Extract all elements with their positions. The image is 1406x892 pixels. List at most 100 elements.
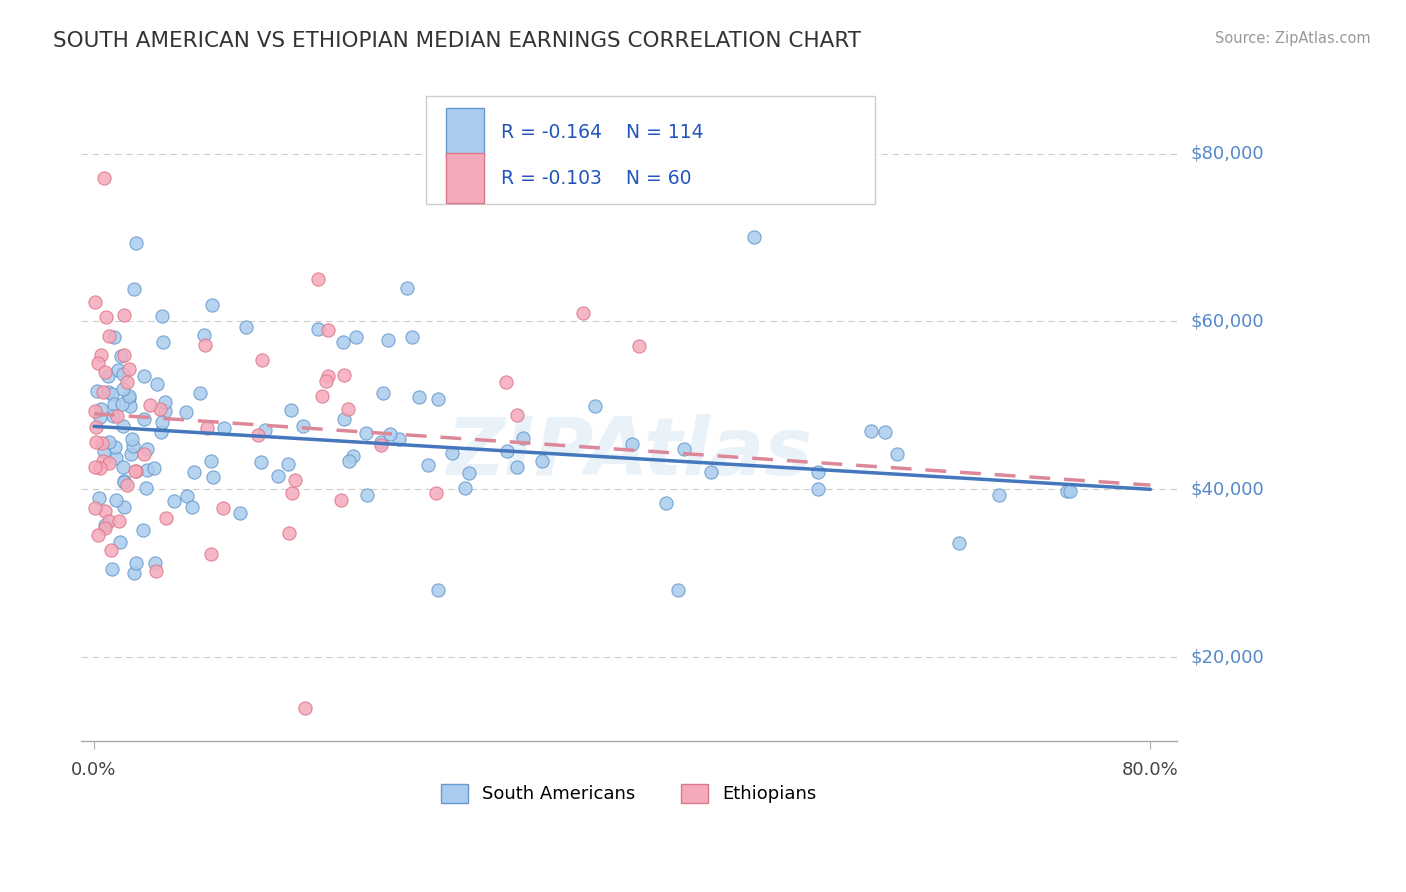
- Point: [86, 356, 108, 370]
- Point: [201, 297, 224, 311]
- Point: [155, 394, 177, 409]
- Point: [337, 454, 360, 468]
- Point: [284, 473, 307, 487]
- Point: [101, 386, 124, 401]
- Point: [98, 435, 121, 450]
- Point: [277, 457, 299, 471]
- Point: [112, 367, 135, 381]
- Point: [333, 368, 356, 383]
- Text: R = -0.103    N = 60: R = -0.103 N = 60: [501, 169, 692, 187]
- Point: [176, 404, 198, 418]
- Point: [87, 528, 110, 542]
- Point: [416, 458, 439, 473]
- Point: [180, 500, 202, 514]
- Point: [356, 425, 378, 440]
- Point: [97, 384, 120, 399]
- Point: [699, 465, 721, 479]
- Text: ZIPAtlas: ZIPAtlas: [446, 414, 811, 492]
- Point: [114, 474, 136, 488]
- Point: [121, 432, 143, 446]
- Point: [307, 322, 329, 336]
- Point: [118, 389, 141, 403]
- Point: [118, 399, 141, 413]
- Point: [496, 444, 519, 458]
- Point: [458, 466, 481, 480]
- Point: [150, 309, 173, 323]
- Point: [125, 236, 148, 251]
- Point: [371, 386, 394, 401]
- Point: [342, 449, 364, 463]
- Point: [212, 421, 235, 435]
- Point: [163, 494, 186, 508]
- Point: [84, 294, 107, 309]
- Point: [806, 482, 828, 496]
- Point: [200, 547, 222, 561]
- Point: [103, 397, 125, 411]
- Point: [621, 437, 644, 451]
- Point: [396, 281, 419, 295]
- Point: [408, 390, 430, 404]
- Point: [377, 333, 399, 347]
- FancyBboxPatch shape: [446, 153, 484, 202]
- Point: [315, 374, 337, 388]
- Point: [316, 322, 339, 336]
- Point: [441, 446, 464, 460]
- Point: [90, 401, 112, 416]
- Point: [281, 486, 304, 500]
- Point: [87, 491, 110, 505]
- Point: [427, 392, 450, 407]
- Point: [267, 469, 290, 483]
- Point: [201, 470, 224, 484]
- Point: [132, 523, 155, 537]
- Point: [512, 431, 534, 445]
- Point: [93, 517, 115, 532]
- Point: [94, 521, 117, 535]
- Point: [90, 348, 112, 362]
- Point: [122, 566, 145, 581]
- Point: [235, 320, 257, 334]
- Point: [117, 391, 139, 405]
- Point: [103, 330, 125, 344]
- Point: [672, 442, 695, 456]
- Point: [84, 404, 107, 418]
- Point: [112, 418, 135, 433]
- Point: [153, 403, 176, 417]
- Point: [110, 535, 132, 549]
- Point: [506, 408, 529, 422]
- Point: [807, 465, 830, 479]
- Point: [370, 435, 392, 450]
- Point: [583, 399, 606, 413]
- Point: [115, 478, 138, 492]
- Point: [84, 460, 107, 475]
- Point: [124, 464, 146, 478]
- Point: [193, 327, 215, 342]
- Point: [93, 365, 115, 379]
- Point: [139, 398, 162, 412]
- Point: [1056, 483, 1078, 498]
- Point: [860, 425, 883, 439]
- Point: [104, 440, 127, 454]
- Point: [311, 389, 333, 403]
- Text: $40,000: $40,000: [1191, 480, 1264, 499]
- Text: $20,000: $20,000: [1191, 648, 1264, 666]
- Point: [344, 330, 367, 344]
- Point: [143, 556, 166, 570]
- Point: [115, 376, 138, 390]
- Point: [627, 338, 650, 352]
- Point: [135, 481, 157, 495]
- Point: [194, 338, 217, 352]
- Point: [388, 433, 411, 447]
- Point: [134, 412, 156, 426]
- Point: [307, 272, 329, 286]
- Point: [100, 542, 122, 557]
- Point: [112, 348, 135, 362]
- Text: Source: ZipAtlas.com: Source: ZipAtlas.com: [1215, 31, 1371, 46]
- Point: [105, 409, 128, 423]
- Point: [571, 306, 593, 320]
- Point: [94, 310, 117, 325]
- Point: [333, 412, 356, 426]
- Point: [454, 481, 477, 495]
- Point: [121, 439, 143, 453]
- Point: [278, 525, 301, 540]
- Text: $80,000: $80,000: [1191, 145, 1264, 162]
